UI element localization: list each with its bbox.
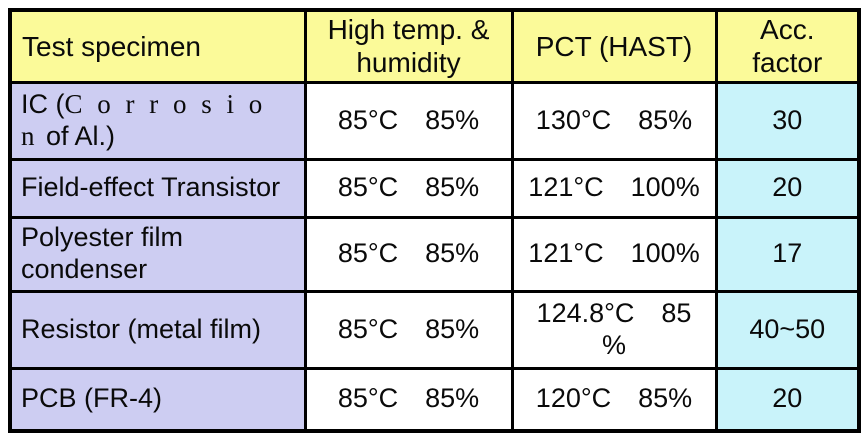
header-pct-hast: PCT (HAST) [510,8,718,84]
acc-factor-cell: 17 [714,215,861,293]
pct-cell: 130°C 85% [510,80,718,161]
table-row-ic: IC (C o r r o s i o n of Al.) 85°C 85% 1… [8,80,861,161]
table-row-resistor: Resistor (metal film) 85°C 85% 124.8°C 8… [8,289,861,370]
table-row-fet: Field-effect Transistor 85°C 85% 121°C 1… [8,157,861,219]
table-row-pcb: PCB (FR-4) 85°C 85% 120°C 85% 20 [8,366,861,433]
specimen-cell: Resistor (metal film) [8,289,307,370]
high-temp-cell: 85°C 85% [303,366,514,433]
pct-cell: 121°C 100% [510,157,718,219]
acc-factor-cell: 20 [714,366,861,433]
acc-factor-cell: 30 [714,80,861,161]
specimen-cell: Field-effect Transistor [8,157,307,219]
specimen-cell: Polyester film condenser [8,215,307,293]
specimen-text-suffix: of Al.) [38,120,116,151]
acceleration-factor-table: Test specimen High temp. & humidity PCT … [8,8,861,433]
high-temp-cell: 85°C 85% [303,80,514,161]
pct-cell: 120°C 85% [510,366,718,433]
acc-factor-cell: 40~50 [714,289,861,370]
header-acc-factor: Acc. factor [714,8,861,84]
specimen-text-spaced: C o r r o s i o n [21,88,267,151]
high-temp-cell: 85°C 85% [303,215,514,293]
header-row: Test specimen High temp. & humidity PCT … [8,8,861,84]
pct-cell: 124.8°C 85 % [510,289,718,370]
specimen-cell: IC (C o r r o s i o n of Al.) [8,80,307,161]
high-temp-cell: 85°C 85% [303,157,514,219]
specimen-text-prefix: IC ( [21,88,65,119]
pct-cell: 121°C 100% [510,215,718,293]
header-test-specimen: Test specimen [8,8,307,84]
header-high-temp-humidity: High temp. & humidity [303,8,514,84]
high-temp-cell: 85°C 85% [303,289,514,370]
acc-factor-cell: 20 [714,157,861,219]
specimen-cell: PCB (FR-4) [8,366,307,433]
table-row-polyester: Polyester film condenser 85°C 85% 121°C … [8,215,861,293]
